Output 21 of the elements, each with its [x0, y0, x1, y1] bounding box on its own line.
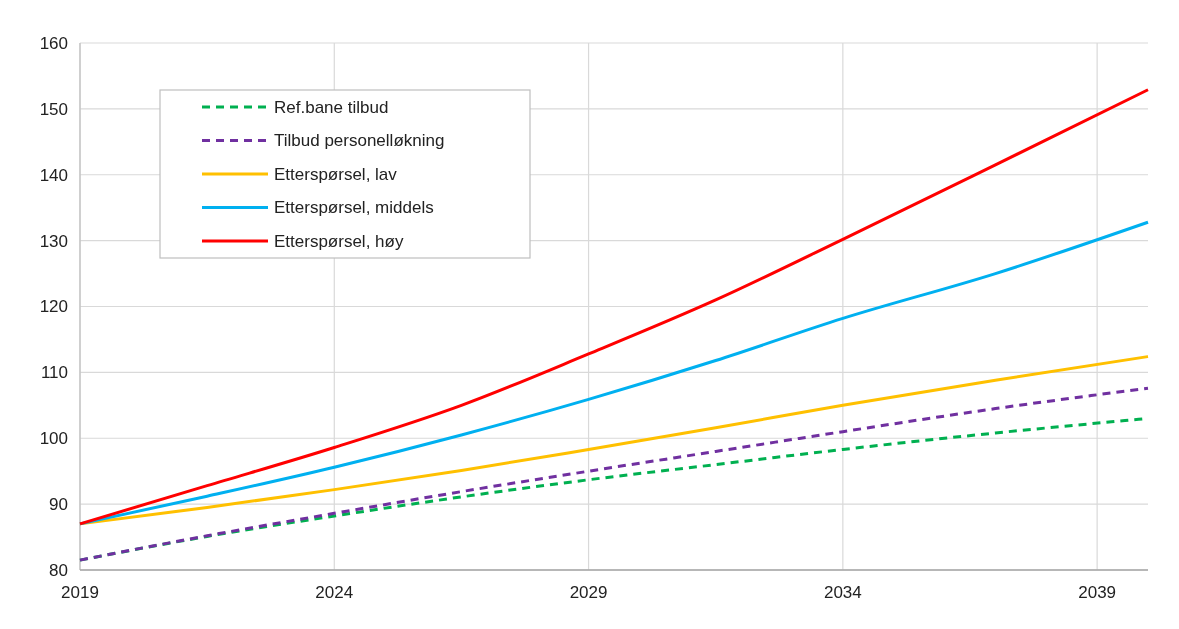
legend-label: Ref.bane tilbud — [274, 97, 389, 117]
y-tick-label: 80 — [49, 560, 68, 580]
x-tick-label: 2029 — [569, 583, 608, 602]
line-series — [78, 88, 1150, 526]
x-tick-label: 2039 — [1078, 583, 1117, 602]
y-tick-label: 100 — [39, 429, 68, 449]
x-tick-label: 2019 — [61, 583, 99, 602]
x-tick-label: 2024 — [315, 583, 354, 602]
y-tick-label: 150 — [39, 99, 68, 119]
line-series — [78, 386, 1150, 562]
y-tick-label: 160 — [39, 33, 68, 53]
y-tick-label: 110 — [40, 363, 68, 383]
legend-label: Tilbud personelløkning — [274, 131, 445, 151]
legend-label: Etterspørsel, lav — [274, 164, 398, 184]
y-tick-label: 90 — [49, 495, 68, 515]
legend-label: Etterspørsel, middels — [274, 198, 434, 218]
x-tick-label: 2034 — [823, 583, 862, 602]
y-tick-label: 130 — [39, 231, 68, 251]
y-tick-label: 120 — [39, 297, 68, 317]
y-tick-label: 140 — [39, 165, 68, 185]
legend-label: Etterspørsel, høy — [274, 231, 404, 251]
